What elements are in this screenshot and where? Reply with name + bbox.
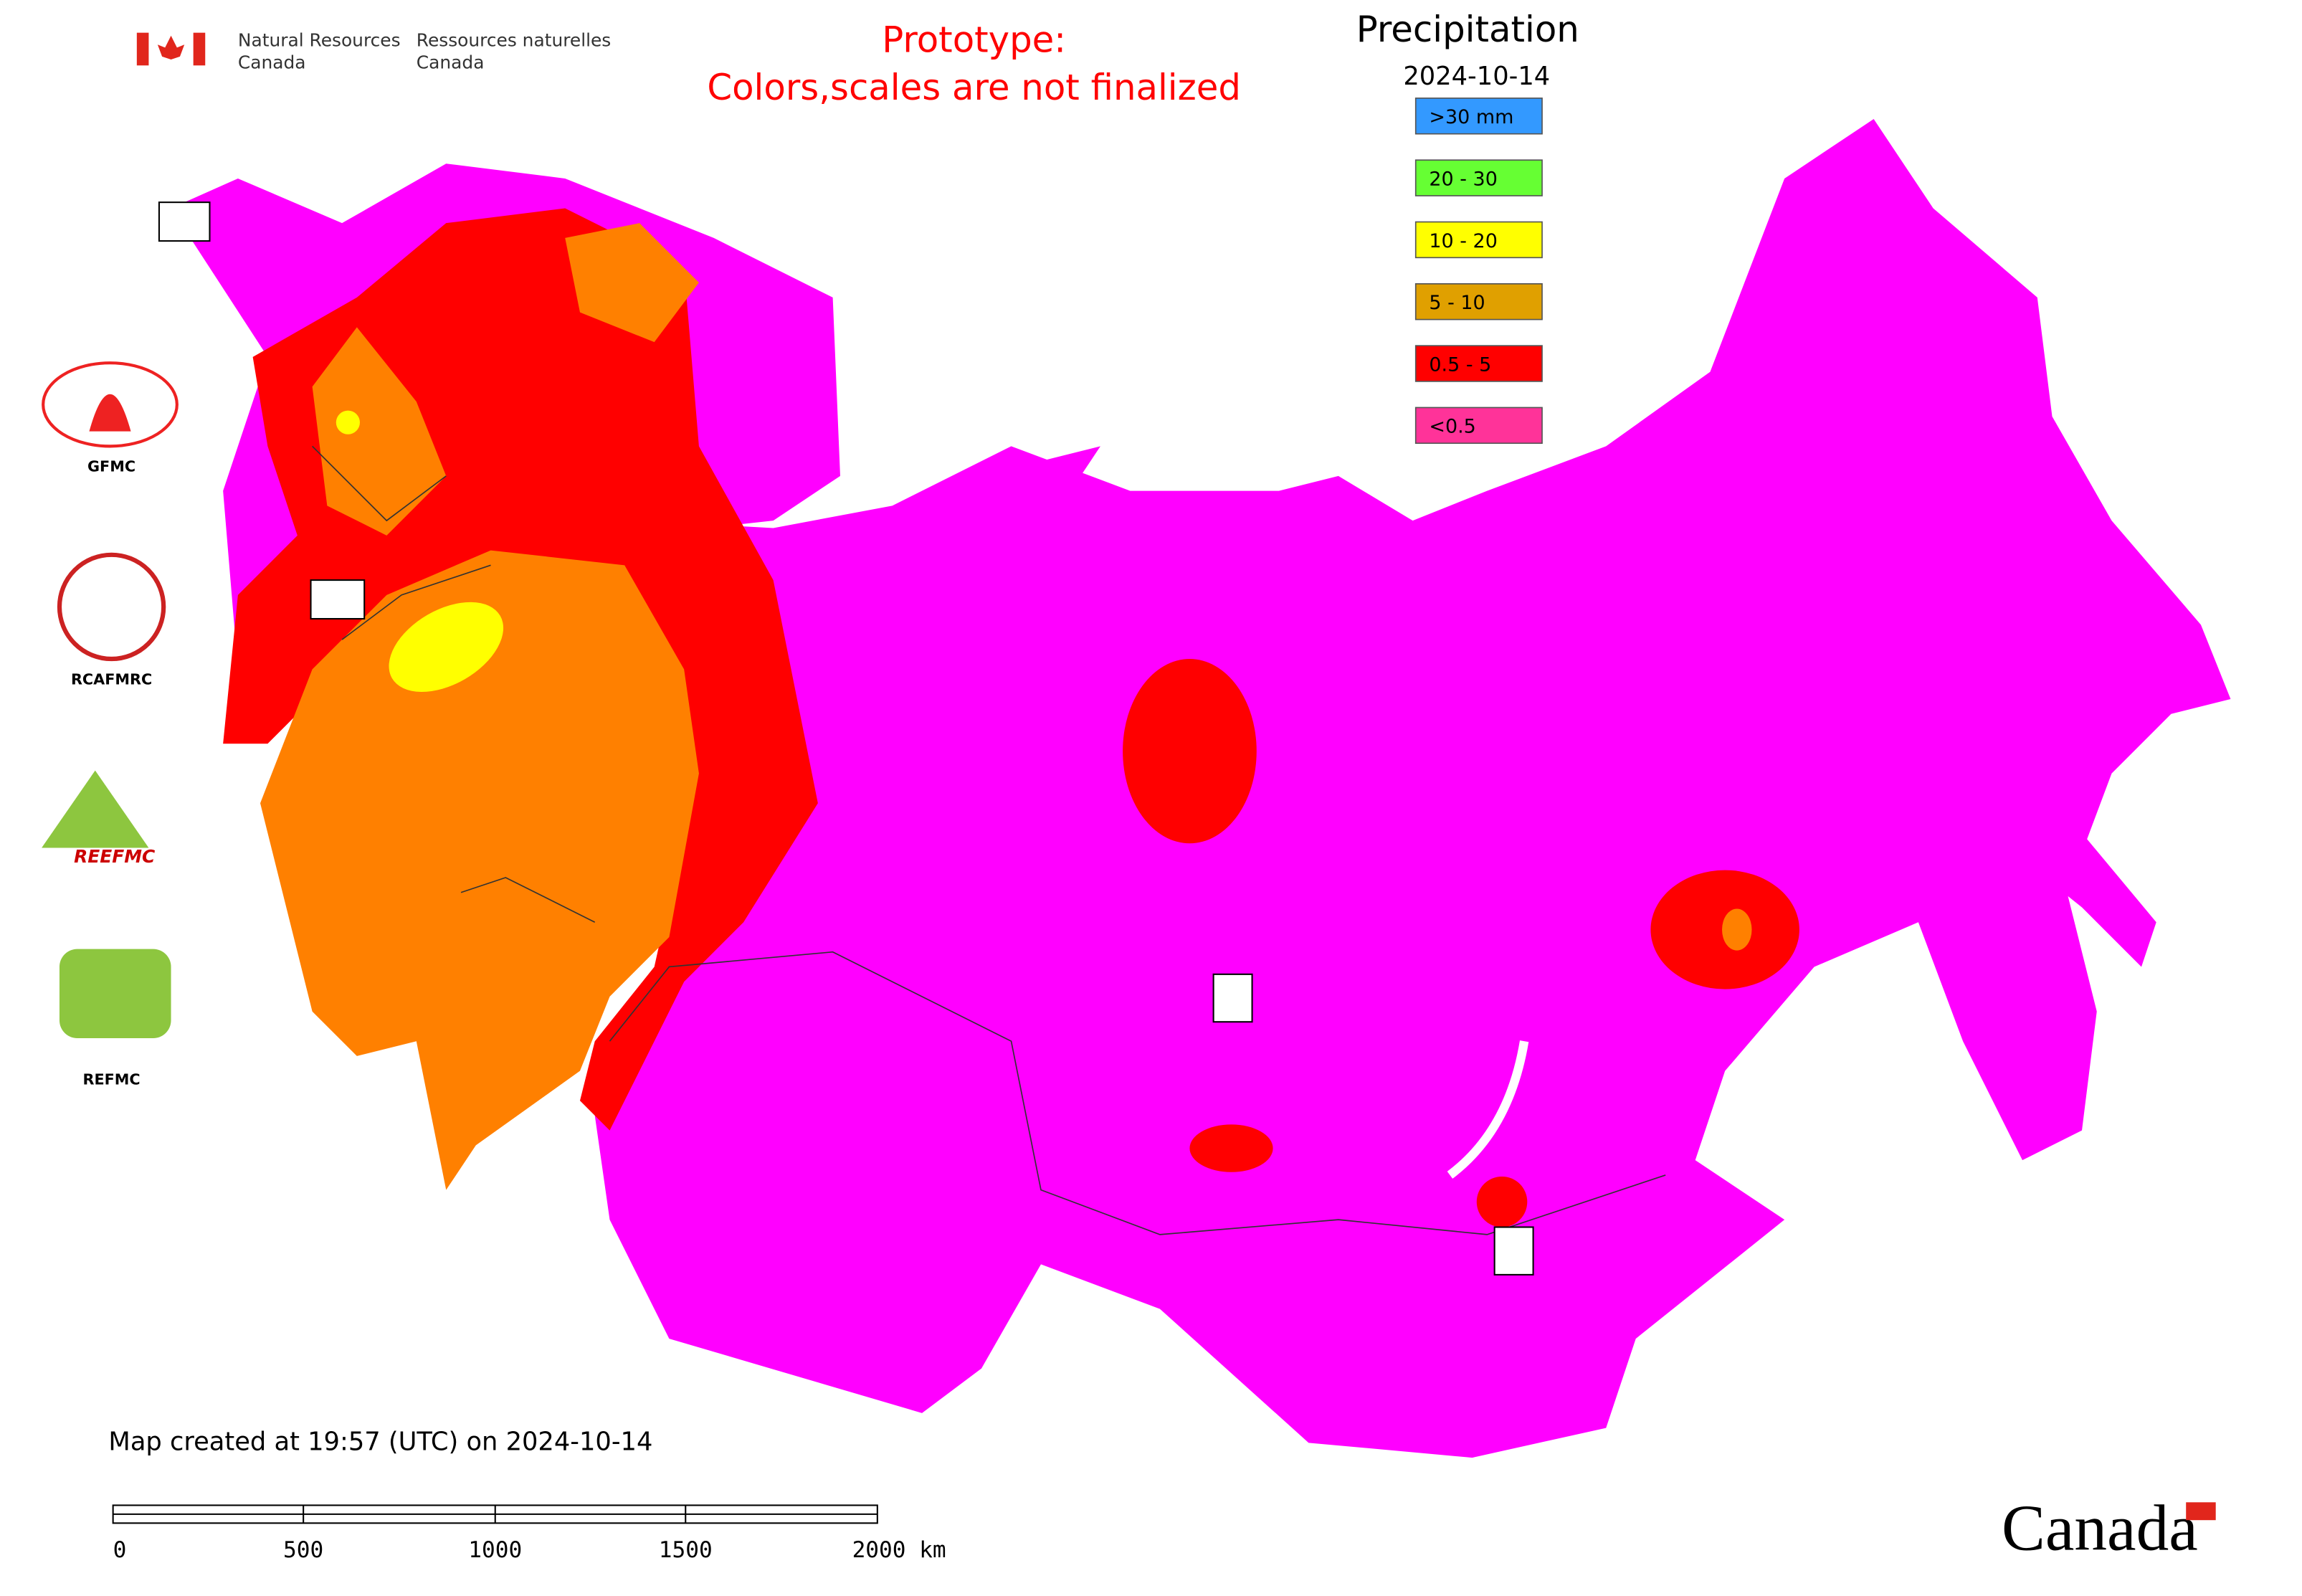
flag-bar [193, 32, 206, 66]
legend-swatch [1414, 282, 1543, 320]
maple-leaf [157, 35, 185, 60]
legend-label: 0.5 - 5 [1429, 353, 1491, 376]
scale-label: 2000 km [852, 1537, 946, 1563]
map-marker [1212, 973, 1253, 1023]
logo-label: REEFMC [74, 846, 156, 867]
created-note: Map created at 19:57 (UTC) on 2024-10-14 [108, 1428, 652, 1457]
region-magenta-kamchatka [1992, 803, 2156, 967]
flag-bar [136, 32, 149, 66]
nrcan-signature: Natural Resources Canada Ressources natu… [136, 29, 611, 72]
legend-swatch [1414, 407, 1543, 445]
scale-bar: 0 500 1000 1500 2000 km [112, 1504, 946, 1563]
borders [312, 445, 1666, 1235]
agency-en: Natural Resources [238, 29, 401, 50]
legend-label: >30 mm [1429, 106, 1513, 128]
legend-swatch [1414, 345, 1543, 382]
logo-gfmc [42, 361, 179, 448]
region-magenta-novaya-zemlya [966, 446, 1100, 536]
region-orange-yakutia [1722, 908, 1752, 951]
legend-date: 2024-10-14 [1403, 62, 1550, 91]
scale-label: 1500 [659, 1537, 713, 1563]
map-marker [158, 201, 211, 242]
prototype-note: Colors,scales are not finalized [707, 67, 1241, 108]
region-red-altai [1189, 1124, 1273, 1172]
logo-reefmc [42, 770, 149, 848]
logo-rcafmrc [57, 552, 166, 662]
legend-swatch [1414, 98, 1543, 135]
scale-label: 0 [113, 1537, 127, 1563]
logo-flame [89, 394, 131, 432]
region-red-baikal [1476, 1176, 1528, 1227]
logo-label: REFMC [82, 1070, 140, 1088]
legend-title: Precipitation [1356, 9, 1579, 50]
region-orange-kola [565, 223, 699, 343]
legend-swatch [1414, 221, 1543, 259]
lake-baikal [1447, 1040, 1529, 1179]
agency-fr: Canada [417, 52, 485, 72]
logo-label: RCAFMRC [71, 670, 152, 688]
region-red-ob [1123, 659, 1257, 844]
map [171, 118, 2231, 1458]
scale-label: 500 [283, 1537, 323, 1563]
canada-wordmark: Canada [2002, 1492, 2198, 1564]
region-orange-north [312, 327, 447, 536]
scale-label: 1000 [468, 1537, 522, 1563]
map-marker [310, 579, 366, 620]
legend-label: 5 - 10 [1429, 292, 1485, 314]
map-marker [1493, 1226, 1534, 1276]
region-orange-west [260, 550, 699, 1190]
prototype-note: Prototype: [882, 19, 1066, 61]
agency-en: Canada [238, 52, 306, 72]
agency-fr: Ressources naturelles [417, 29, 611, 50]
logo-label: GFMC [87, 458, 135, 475]
logos: GFMC RCAFMRC REEFMC REFMC [42, 201, 1534, 1276]
legend-label: 20 - 30 [1429, 168, 1497, 190]
region-yellow-small [336, 410, 360, 434]
logo-refmc [59, 949, 171, 1039]
legend-swatch [1414, 159, 1543, 196]
legend-label: <0.5 [1429, 416, 1475, 438]
region-magenta-main [594, 118, 2231, 1458]
legend: Precipitation 2024-10-14 >30 mm 20 - 30 10… [1356, 9, 1579, 445]
region-yellow [389, 602, 504, 693]
legend-label: 10 - 20 [1429, 230, 1497, 252]
wordmark-flag [2186, 1502, 2216, 1521]
